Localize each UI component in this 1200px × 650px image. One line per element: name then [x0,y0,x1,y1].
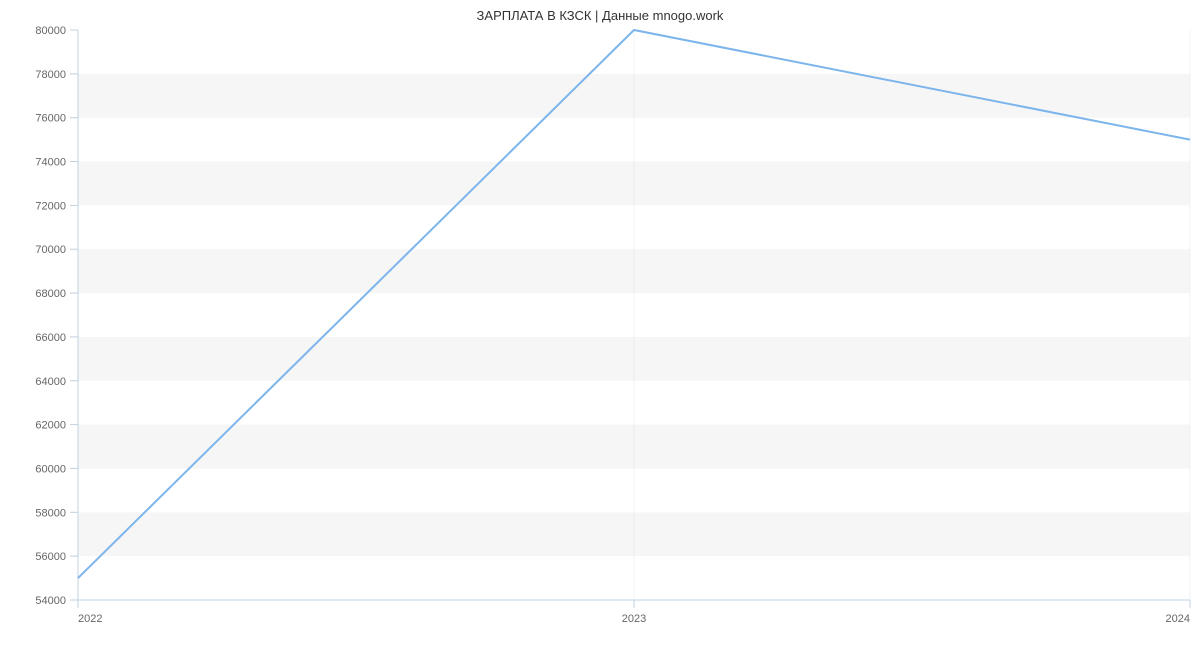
svg-text:74000: 74000 [35,157,66,169]
svg-text:70000: 70000 [35,244,66,256]
svg-text:76000: 76000 [35,113,66,125]
svg-text:2022: 2022 [78,613,102,625]
svg-text:78000: 78000 [35,69,66,81]
svg-text:64000: 64000 [35,376,66,388]
svg-text:58000: 58000 [35,507,66,519]
line-chart: 54000 56000 58000 60000 62000 64000 66000 68000… [0,0,1200,650]
svg-text:68000: 68000 [35,288,66,300]
svg-text:2023: 2023 [622,613,646,625]
svg-text:54000: 54000 [35,595,66,607]
svg-text:60000: 60000 [35,463,66,475]
svg-text:62000: 62000 [35,420,66,432]
svg-text:80000: 80000 [35,25,66,37]
svg-text:66000: 66000 [35,332,66,344]
svg-text:72000: 72000 [35,200,66,212]
svg-text:56000: 56000 [35,551,66,563]
svg-text:2024: 2024 [1166,613,1190,625]
